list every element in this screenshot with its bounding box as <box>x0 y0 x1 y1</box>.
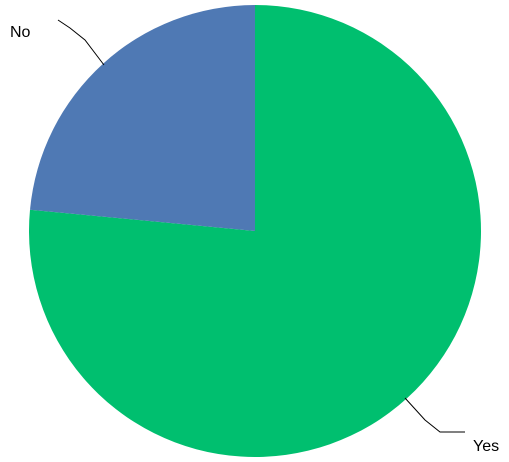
slice-label-yes: Yes <box>473 438 499 455</box>
slice-label-no: No <box>10 24 31 41</box>
leader-line-no <box>57 19 105 66</box>
pie-labels: Yes No <box>10 19 499 455</box>
pie-slice-no <box>30 5 256 231</box>
pie-slices <box>29 5 481 457</box>
leader-line-yes <box>404 397 465 433</box>
pie-slice-yes <box>29 5 481 457</box>
